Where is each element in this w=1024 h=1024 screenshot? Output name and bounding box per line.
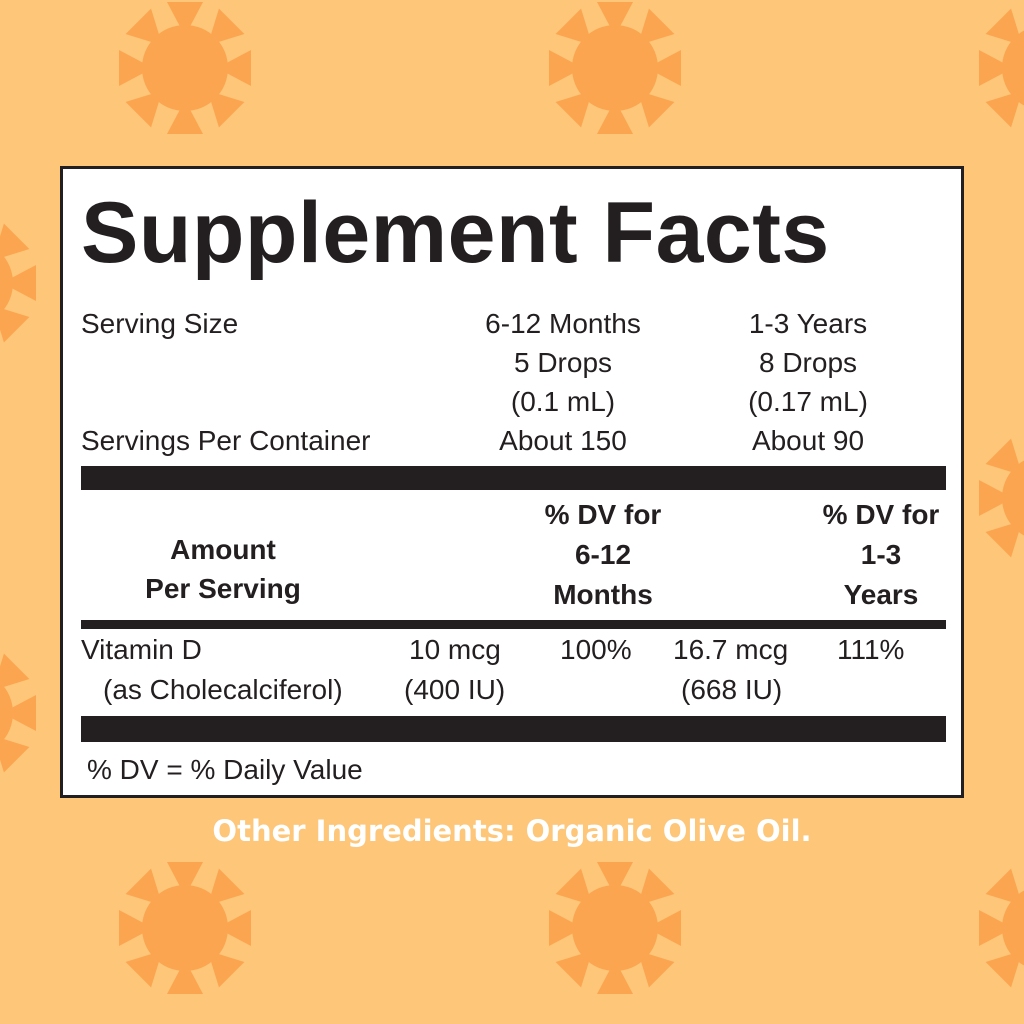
servings-per-container-label: Servings Per Container bbox=[81, 425, 371, 456]
nutrient-dv-1: 100% bbox=[560, 634, 632, 665]
nutrient-form: (as Cholecalciferol) bbox=[103, 674, 343, 705]
nutrient-amount-1: 10 mcg bbox=[409, 634, 501, 665]
footnote: % DV = % Daily Value bbox=[87, 754, 363, 785]
panel-title: Supplement Facts bbox=[81, 185, 830, 281]
sun-icon bbox=[0, 647, 36, 779]
serving-volume-1: (0.1 mL) bbox=[510, 386, 616, 417]
sun-icon bbox=[549, 2, 681, 134]
servings-count-2: About 90 bbox=[751, 425, 865, 456]
nutrient-amount-1-iu: (400 IU) bbox=[404, 674, 506, 705]
serving-drops-1: 5 Drops bbox=[513, 347, 613, 378]
serving-age-1: 6-12 Months bbox=[485, 308, 641, 339]
thick-divider-bottom bbox=[81, 716, 946, 742]
serving-volume-2: (0.17 mL) bbox=[748, 386, 868, 417]
sun-icon bbox=[0, 217, 36, 349]
nutrient-dv-2: 111% bbox=[837, 634, 905, 665]
sun-icon bbox=[979, 862, 1024, 994]
dv-header-2-line2: 1-3 bbox=[860, 539, 902, 570]
sun-icon bbox=[119, 2, 251, 134]
sun-icon bbox=[549, 862, 681, 994]
dv-header-1-line2: 6-12 bbox=[574, 539, 632, 570]
sun-icon bbox=[119, 862, 251, 994]
dv-header-1-line3: Months bbox=[553, 579, 653, 610]
sun-icon bbox=[979, 2, 1024, 134]
serving-drops-2: 8 Drops bbox=[758, 347, 858, 378]
serving-age-2: 1-3 Years bbox=[748, 308, 868, 339]
medium-divider bbox=[81, 620, 946, 629]
dv-header-2-line3: Years bbox=[843, 579, 919, 610]
thick-divider bbox=[81, 466, 946, 490]
dv-header-1-line1: % DV for bbox=[544, 499, 662, 530]
other-ingredients: Other Ingredients: Organic Olive Oil. bbox=[212, 814, 812, 848]
amount-header-1: Amount bbox=[170, 534, 276, 565]
nutrient-amount-2: 16.7 mcg bbox=[673, 634, 789, 665]
dv-header-2-line1: % DV for bbox=[822, 499, 940, 530]
supplement-facts-panel: Supplement Facts Serving Size Servings P… bbox=[60, 166, 964, 798]
nutrient-amount-2-iu: (668 IU) bbox=[681, 674, 783, 705]
servings-count-1: About 150 bbox=[499, 425, 627, 456]
serving-size-label: Serving Size bbox=[81, 308, 239, 339]
amount-header-2: Per Serving bbox=[145, 573, 301, 604]
nutrient-name: Vitamin D bbox=[81, 634, 202, 665]
